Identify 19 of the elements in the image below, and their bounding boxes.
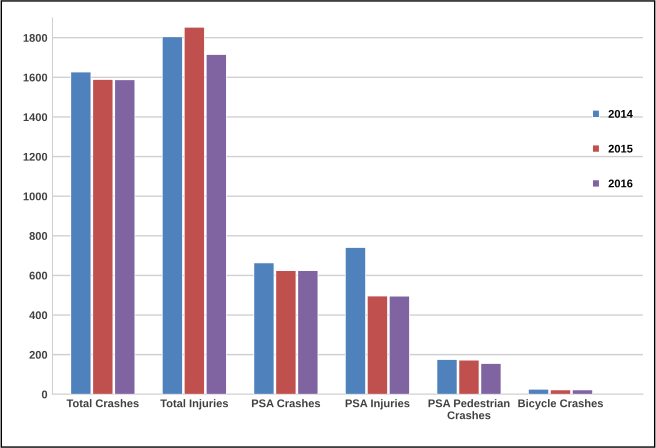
y-tick-label: 800 bbox=[29, 232, 48, 240]
y-tick-label: 400 bbox=[29, 311, 48, 320]
y-tick-label: 1800 bbox=[24, 34, 48, 42]
legend-label: 2016 bbox=[608, 180, 632, 188]
y-tick-label: 0 bbox=[42, 390, 48, 398]
x-tick-label: Total Crashes bbox=[66, 399, 139, 408]
legend-label: 2014 bbox=[608, 110, 633, 118]
legend-label: 2015 bbox=[608, 144, 633, 153]
x-tick-label: PSA Crashes bbox=[252, 399, 320, 408]
y-tick-label: 1200 bbox=[24, 152, 48, 161]
x-tick-label: Bicycle Crashes bbox=[518, 399, 603, 410]
y-tick-label: 600 bbox=[29, 272, 48, 280]
x-tick-label: PSA Injuries bbox=[346, 399, 410, 410]
y-tick-label: 200 bbox=[29, 350, 48, 359]
x-tick-label: Total Injuries bbox=[160, 399, 228, 410]
y-tick-label: 1400 bbox=[24, 113, 48, 122]
y-tick-label: 1600 bbox=[24, 74, 48, 82]
x-tick-label: PSA Pedestrian Crashes bbox=[428, 399, 510, 420]
y-tick-label: 1000 bbox=[24, 192, 48, 200]
